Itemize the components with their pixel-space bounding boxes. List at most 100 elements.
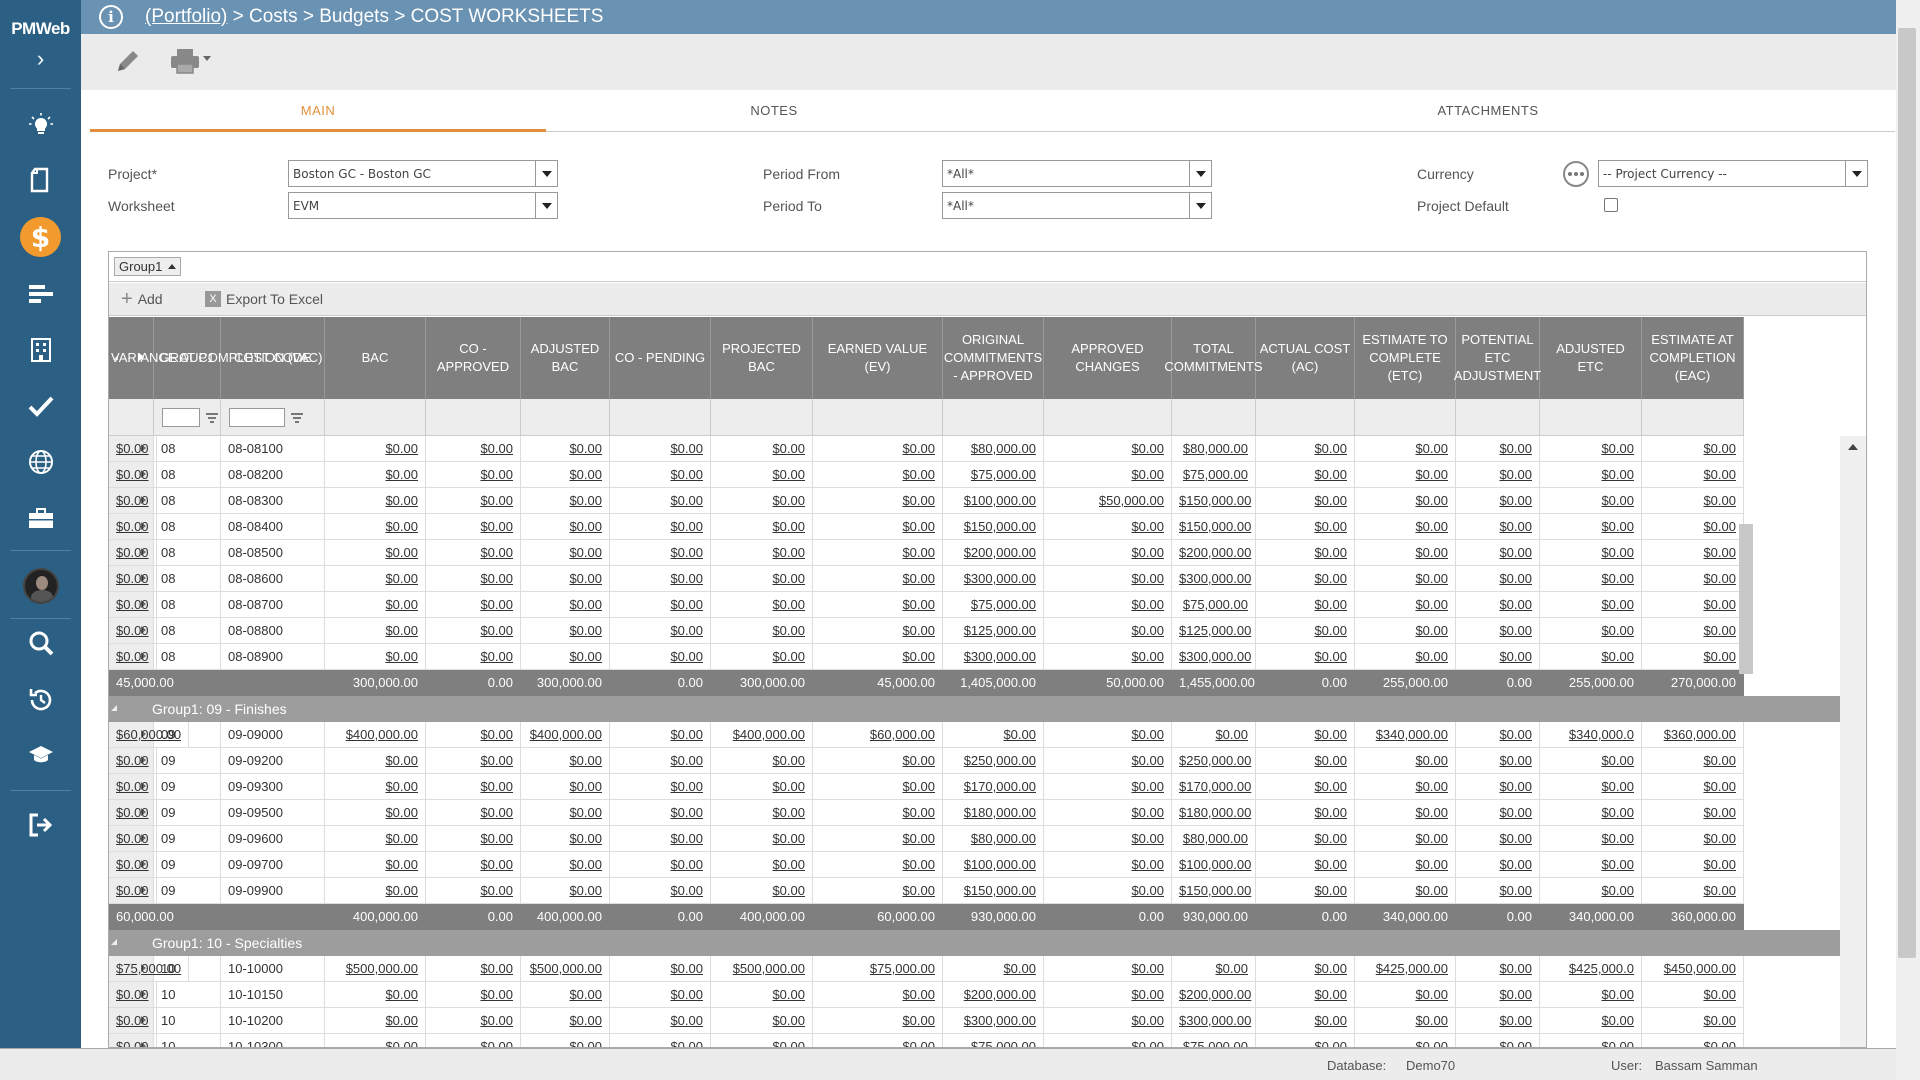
group-header-row[interactable]: Group1: 09 - Finishes — [109, 696, 1840, 722]
amount-link[interactable]: $0.00 — [1256, 514, 1355, 540]
tab-main[interactable]: MAIN — [90, 92, 546, 132]
amount-link[interactable]: $75,000.00 — [1172, 462, 1256, 488]
amount-link[interactable]: $0.00 — [325, 566, 426, 592]
amount-link[interactable]: $0.00 — [711, 488, 813, 514]
search-icon[interactable] — [20, 623, 61, 663]
amount-link[interactable]: $0.00 — [610, 748, 711, 774]
amount-link[interactable]: $0.00 — [711, 514, 813, 540]
amount-link[interactable]: $0.00 — [610, 852, 711, 878]
amount-link[interactable]: $0.00 — [1355, 592, 1456, 618]
add-button[interactable]: + Add — [121, 289, 163, 309]
amount-link[interactable]: $125,000.00 — [943, 618, 1044, 644]
amount-link[interactable]: $170,000.00 — [1172, 774, 1256, 800]
amount-link[interactable]: $0.00 — [610, 514, 711, 540]
table-row[interactable]: 08 08-08600 $0.00 $0.00 $0.00 $0.00 $0.00 $0.00… — [109, 566, 1840, 592]
amount-link[interactable]: $0.00 — [1355, 826, 1456, 852]
amount-link[interactable]: $0.00 — [1456, 1034, 1540, 1047]
amount-link[interactable]: $0.00 — [1642, 982, 1744, 1008]
amount-link[interactable]: $0.00 — [711, 852, 813, 878]
amount-link[interactable]: $0.00 — [426, 878, 521, 904]
amount-link[interactable]: $0.00 — [1355, 566, 1456, 592]
expand-row-icon[interactable] — [140, 626, 146, 634]
row-expander[interactable] — [109, 1034, 154, 1047]
amount-link[interactable]: $0.00 — [521, 1034, 610, 1047]
expand-row-icon[interactable] — [140, 834, 146, 842]
amount-link[interactable]: $0.00 — [610, 982, 711, 1008]
amount-link[interactable]: $0.00 — [1044, 826, 1172, 852]
lightbulb-icon[interactable] — [20, 105, 61, 145]
column-header-earned-value[interactable]: EARNED VALUE (EV) — [813, 317, 943, 399]
amount-link[interactable]: $0.00 — [1540, 592, 1642, 618]
amount-link[interactable]: $0.00 — [610, 800, 711, 826]
table-row[interactable]: 08 08-08400 $0.00 $0.00 $0.00 $0.00 $0.00 $0.00… — [109, 514, 1840, 540]
column-header-projected-bac[interactable]: PROJECTED BAC — [711, 317, 813, 399]
amount-link[interactable]: $0.00 — [521, 462, 610, 488]
amount-link[interactable]: $50,000.00 — [1044, 488, 1172, 514]
amount-link[interactable]: $0.00 — [1256, 800, 1355, 826]
expand-row-icon[interactable] — [140, 470, 146, 478]
amount-link[interactable]: $0.00 — [1256, 644, 1355, 670]
chevron-down-icon[interactable] — [1845, 161, 1867, 186]
breadcrumb-portfolio-link[interactable]: (Portfolio) — [145, 6, 228, 27]
amount-link[interactable]: $75,000.00 — [813, 956, 943, 982]
amount-link[interactable]: $0.00 — [1256, 592, 1355, 618]
amount-link[interactable]: $0.00 — [813, 436, 943, 462]
amount-link[interactable]: $0.00 — [521, 826, 610, 852]
amount-link[interactable]: $0.00 — [1456, 982, 1540, 1008]
column-header-original-commitments-approved[interactable]: ORIGINAL COMMITMENTS - APPROVED — [943, 317, 1044, 399]
amount-link[interactable]: $0.00 — [1256, 982, 1355, 1008]
amount-link[interactable]: $0.00 — [325, 774, 426, 800]
amount-link[interactable]: $0.00 — [426, 800, 521, 826]
amount-link[interactable]: $0.00 — [1642, 1008, 1744, 1034]
amount-link[interactable]: $425,000.00 — [1355, 956, 1456, 982]
amount-link[interactable]: $0.00 — [1355, 540, 1456, 566]
expand-sidebar-icon[interactable]: › — [36, 46, 45, 71]
amount-link[interactable]: $0.00 — [1256, 722, 1355, 748]
info-icon[interactable]: i — [99, 5, 123, 29]
amount-link[interactable]: $0.00 — [1256, 774, 1355, 800]
filter-icon[interactable] — [291, 413, 303, 423]
amount-link[interactable]: $0.00 — [1355, 982, 1456, 1008]
amount-link[interactable]: $0.00 — [1642, 748, 1744, 774]
amount-link[interactable]: $340,000.00 — [1355, 722, 1456, 748]
expand-row-icon[interactable] — [140, 808, 146, 816]
amount-link[interactable]: $0.00 — [711, 982, 813, 1008]
amount-link[interactable]: $0.00 — [1642, 618, 1744, 644]
amount-link[interactable]: $0.00 — [1355, 618, 1456, 644]
amount-link[interactable]: $0.00 — [711, 644, 813, 670]
collapse-icon[interactable] — [111, 705, 117, 711]
amount-link[interactable]: $0.00 — [1256, 618, 1355, 644]
table-row[interactable]: 08 08-08700 $0.00 $0.00 $0.00 $0.00 $0.00 $0.00… — [109, 592, 1840, 618]
amount-link[interactable]: $75,000.00 — [943, 592, 1044, 618]
amount-link[interactable]: $0.00 — [1355, 774, 1456, 800]
amount-link[interactable]: $0.00 — [325, 748, 426, 774]
expand-row-icon[interactable] — [140, 522, 146, 530]
briefcase-icon[interactable] — [20, 498, 61, 538]
amount-link[interactable]: $0.00 — [109, 644, 157, 670]
amount-link[interactable]: $0.00 — [109, 1008, 157, 1034]
column-header-potential-etc-adjustment[interactable]: POTENTIAL ETC ADJUSTMENT — [1454, 317, 1541, 399]
table-row[interactable]: 09 09-09500 $0.00 $0.00 $0.00 $0.00 $0.00 $0.00… — [109, 800, 1840, 826]
amount-link[interactable]: $0.00 — [1540, 982, 1642, 1008]
amount-link[interactable]: $0.00 — [1540, 1034, 1642, 1047]
amount-link[interactable]: $0.00 — [1355, 748, 1456, 774]
amount-link[interactable]: $0.00 — [1456, 488, 1540, 514]
table-row[interactable]: 08 08-08100 $0.00 $0.00 $0.00 $0.00 $0.00 $0.00… — [109, 436, 1840, 462]
column-header-adjusted-etc[interactable]: ADJUSTED ETC — [1540, 317, 1642, 399]
column-header-total-commitments[interactable]: TOTAL COMMITMENTS — [1164, 317, 1263, 399]
tab-notes[interactable]: NOTES — [750, 103, 798, 118]
expand-row-icon[interactable] — [140, 1016, 146, 1024]
amount-link[interactable]: $0.00 — [711, 800, 813, 826]
expand-row-icon[interactable] — [140, 756, 146, 764]
amount-link[interactable]: $0.00 — [1256, 462, 1355, 488]
amount-link[interactable]: $0.00 — [426, 826, 521, 852]
table-row[interactable]: 08 08-08500 $0.00 $0.00 $0.00 $0.00 $0.00 $0.00… — [109, 540, 1840, 566]
amount-link[interactable]: $0.00 — [813, 592, 943, 618]
amount-link[interactable]: $250,000.00 — [1172, 748, 1256, 774]
amount-link[interactable]: $170,000.00 — [943, 774, 1044, 800]
amount-link[interactable]: $300,000.00 — [1172, 644, 1256, 670]
amount-link[interactable]: $0.00 — [711, 436, 813, 462]
amount-link[interactable]: $0.00 — [1540, 748, 1642, 774]
column-header-group1[interactable]: GROUP1 — [154, 317, 221, 399]
amount-link[interactable]: $0.00 — [610, 1034, 711, 1047]
